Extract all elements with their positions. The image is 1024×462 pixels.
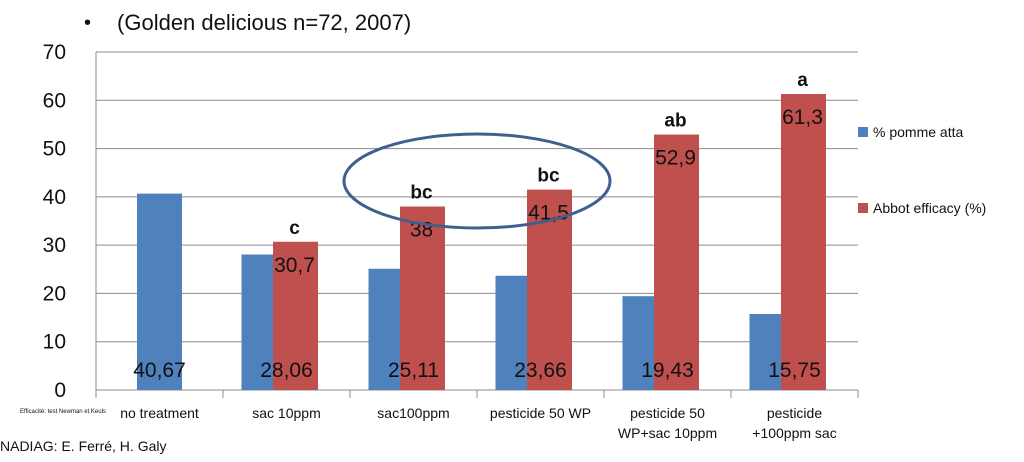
credit-footnote: NADIAG: E. Ferré, H. Galy — [0, 438, 167, 454]
x-category-label: pesticide — [767, 405, 822, 421]
y-tick-label: 60 — [43, 89, 66, 112]
data-label-pomme-atta: 19,43 — [641, 359, 694, 382]
x-category-label: WP+sac 10ppm — [618, 425, 717, 441]
legend-item-pomme-atta: % pomme atta — [858, 124, 963, 140]
data-label-abbot-efficacy: 30,7 — [274, 254, 315, 277]
bar-abbot-efficacy — [654, 134, 699, 390]
x-category-label: pesticide 50 — [630, 405, 705, 421]
chart-title: (Golden delicious n=72, 2007) — [117, 10, 412, 35]
y-tick-label: 0 — [54, 379, 66, 402]
bullet-point: • — [84, 11, 92, 34]
data-label-pomme-atta: 40,67 — [133, 359, 186, 382]
bar-pomme-atta — [137, 193, 182, 390]
y-tick-label: 50 — [43, 138, 66, 161]
y-tick-label: 30 — [43, 234, 66, 257]
x-category-label: no treatment — [120, 405, 199, 421]
legend-swatch-blue — [858, 127, 868, 137]
significance-letter: bc — [410, 183, 433, 204]
bar-abbot-efficacy — [273, 241, 318, 390]
data-label-abbot-efficacy: 52,9 — [655, 147, 696, 170]
annotation-ellipse — [342, 132, 612, 230]
y-tick-label: 40 — [43, 186, 66, 209]
data-label-pomme-atta: 15,75 — [768, 359, 821, 382]
data-label-pomme-atta: 25,11 — [388, 359, 439, 382]
legend-label-abbot-efficacy: Abbot efficacy (%) — [873, 200, 987, 216]
significance-letter: a — [797, 70, 808, 91]
x-category-label: +100ppm sac — [752, 425, 836, 441]
significance-letter: ab — [664, 111, 686, 132]
x-category-label: pesticide 50 WP — [490, 405, 591, 421]
significance-letter: bc — [537, 166, 560, 187]
y-tick-label: 10 — [43, 331, 66, 354]
x-category-label: sac100ppm — [377, 405, 449, 421]
y-tick-label: 70 — [43, 41, 66, 64]
legend-swatch-red — [858, 203, 868, 213]
bar-abbot-efficacy — [400, 206, 445, 390]
legend-item-abbot-efficacy: Abbot efficacy (%) — [858, 200, 986, 216]
data-label-pomme-atta: 28,06 — [260, 359, 313, 382]
bar-abbot-efficacy — [781, 94, 826, 390]
x-category-label: sac 10ppm — [252, 405, 320, 421]
data-label-pomme-atta: 23,66 — [514, 359, 567, 382]
y-tick-label: 20 — [43, 282, 66, 305]
significance-letter: c — [289, 218, 300, 239]
legend-label-pomme-atta: % pomme atta — [873, 124, 964, 140]
data-label-abbot-efficacy: 61,3 — [782, 106, 823, 129]
statistical-test-note: Efficacité: test Newman et Keuls — [20, 409, 106, 415]
chart-title-line: • (Golden delicious n=72, 2007) — [84, 10, 411, 36]
